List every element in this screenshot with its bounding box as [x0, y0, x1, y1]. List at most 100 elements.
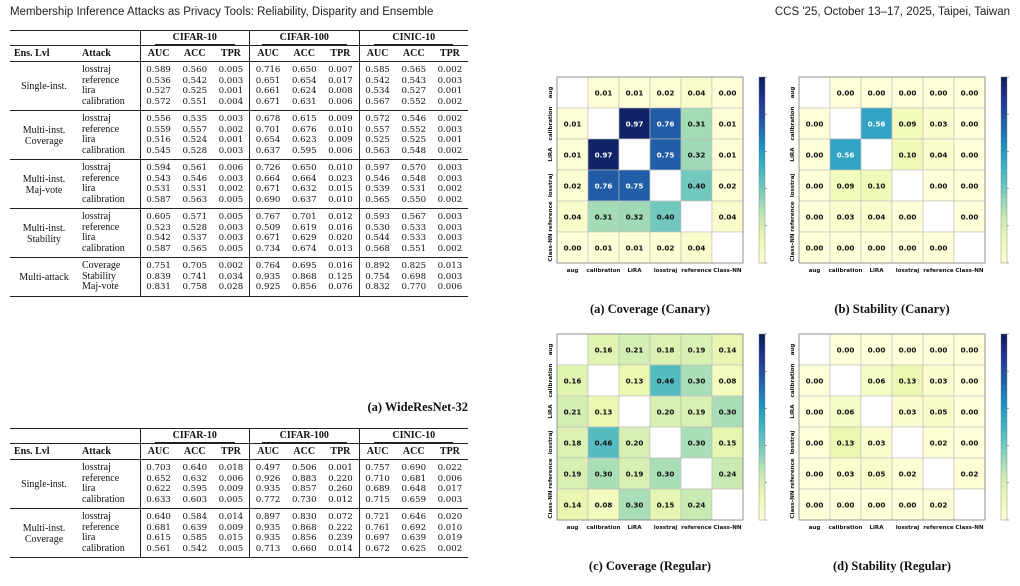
colorbar-segment — [1001, 188, 1007, 194]
heatmap-cell — [680, 333, 713, 366]
heatmap-cell-label: 0.46 — [657, 377, 675, 386]
metric-value: 0.546 — [401, 114, 427, 124]
metric-value: 0.681 — [401, 473, 427, 484]
colorbar-segment — [759, 244, 765, 250]
metric-value: 0.006 — [437, 473, 463, 484]
table-row: calibration 0.587 0.563 0.005 0.690 0.637 0.01… — [10, 194, 468, 209]
metric-value: 0.570 — [401, 163, 427, 173]
colorbar-segment — [759, 408, 765, 414]
colorbar-segment — [759, 239, 765, 245]
heatmap-row-label: LiRA — [548, 147, 554, 162]
colorbar-segment — [1001, 90, 1007, 97]
metric-value: 0.671 — [255, 233, 281, 243]
metric-value: 0.659 — [395, 494, 432, 509]
colorbar-segment — [759, 128, 765, 134]
colorbar-segment — [1001, 464, 1007, 470]
heatmap-cell — [618, 200, 651, 233]
colorbar-segment — [1001, 352, 1007, 358]
metric-value: 0.637 — [286, 194, 323, 209]
table-row: lira 0.527 0.525 0.001 0.661 0.624 0.008 0.534 0… — [10, 85, 468, 97]
heatmap-cell-label: 0.19 — [688, 346, 706, 355]
heatmap-cell-label: 0.14 — [564, 501, 582, 510]
column-header: AUC — [140, 443, 177, 460]
heatmap-col-label: calibration — [587, 525, 621, 531]
heatmap-cell-label: 0.00 — [564, 244, 582, 253]
heatmap-cell-label: 0.10 — [899, 151, 917, 160]
column-header: AUC — [249, 45, 287, 62]
metric-value: 0.003 — [212, 222, 250, 233]
table-row: Multi-attack Coverage 0.751 0.705 0.002 0.764… — [10, 257, 468, 297]
colorbar-frame — [1000, 76, 1008, 264]
metric-value: 0.633 — [140, 494, 177, 509]
ensemble-level-label: Multi-inst. Maj-vote — [10, 159, 78, 209]
metric-value: 0.671 — [255, 184, 281, 194]
metric-value: 0.014 — [212, 508, 250, 523]
metric-value: 0.527 — [401, 86, 427, 96]
metric-value: 0.542 — [176, 543, 213, 558]
heatmap-coverage-canary: 0.01 0.01 0.02 0.04 0.00 0.01 0.97 0.76 0.31 0.01… — [548, 76, 767, 274]
heatmap-cell-empty — [618, 395, 651, 428]
colorbar-segment — [759, 403, 765, 409]
dataset-header: CIFAR-100 — [249, 428, 360, 444]
metric-value: 0.715 — [359, 494, 396, 509]
metric-value: 0.536 — [146, 75, 171, 86]
metric-value: 0.572 — [365, 114, 390, 124]
heatmap-cell-label: 0.00 — [719, 89, 737, 98]
metric-value: 0.726 — [255, 163, 281, 173]
metric-value: 0.546 — [365, 173, 390, 184]
heatmap-cell-label: 0.30 — [688, 377, 706, 386]
heatmap-cell-label: 0.00 — [837, 346, 855, 355]
colorbar-segment — [759, 427, 765, 433]
metric-value: 0.935 — [255, 533, 281, 543]
ensemble-level-line: Coverage — [24, 533, 64, 545]
metric-value: 0.076 — [322, 282, 360, 297]
heatmap-row-label: Class-NN — [790, 490, 796, 518]
heatmap-col-label: Class-NN — [955, 268, 983, 274]
metric-value: 0.832 — [359, 282, 396, 297]
heatmap-cell — [891, 333, 924, 366]
heatmap-cell — [618, 333, 651, 366]
heatmap-stability-regular: 0.00 0.00 0.00 0.00 0.00 0.00 0.06 0.13 0.03 0.00… — [790, 333, 1009, 531]
colorbar-segment — [1001, 380, 1007, 386]
colorbar-segment — [759, 399, 765, 405]
heatmap-col-label: Class-NN — [713, 268, 741, 274]
heatmap-cell-label: 0.00 — [899, 213, 917, 222]
metric-value: 0.660 — [286, 543, 323, 558]
colorbar-segment — [1001, 357, 1007, 363]
heatmap-cell — [829, 457, 862, 490]
metric-value: 0.022 — [437, 463, 463, 473]
metric-value: 0.651 — [255, 75, 281, 86]
metric-value: 0.892 — [365, 261, 390, 271]
heatmap-frame — [798, 76, 986, 264]
metric-value: 0.561 — [140, 543, 177, 558]
heatmap-cell-label: 0.00 — [899, 501, 917, 510]
heatmap-cell-label: 0.03 — [868, 439, 886, 448]
metric-value: 0.239 — [322, 533, 360, 544]
table-row: reference 0.543 0.546 0.003 0.664 0.664 0.023 0… — [10, 173, 468, 184]
colorbar-segment — [1001, 403, 1007, 409]
heatmap-cell — [556, 107, 589, 140]
colorbar-segment — [759, 338, 765, 344]
metric-value: 0.674 — [286, 243, 323, 258]
colorbar-segment — [759, 357, 765, 363]
metric-value: 0.695 — [291, 261, 317, 271]
metric-value: 0.533 — [401, 222, 427, 233]
attack-name: lira — [78, 483, 141, 495]
metric-value: 0.002 — [431, 543, 468, 558]
table-row: lira 0.531 0.531 0.002 0.671 0.632 0.015 0.539 0… — [10, 183, 468, 195]
colorbar-segment — [1001, 230, 1007, 236]
metric-value: 0.531 — [146, 184, 171, 194]
heatmap-cell — [556, 169, 589, 202]
heatmap-cell-label: 0.00 — [930, 346, 948, 355]
heatmap-col-label: Class-NN — [713, 525, 741, 531]
heatmap-cell-label: 0.00 — [806, 439, 824, 448]
heatmap-cell-label: 0.01 — [626, 89, 644, 98]
colorbar-segment — [1001, 77, 1007, 83]
heatmap-cell-empty — [860, 395, 893, 428]
colorbar-segment — [1001, 156, 1007, 162]
metric-value: 0.020 — [437, 512, 463, 522]
heatmap-row-label: Class-NN — [790, 233, 796, 261]
heatmap-cell-label: 0.08 — [595, 501, 613, 510]
heatmap-row-label: reference — [548, 458, 554, 489]
colorbar-segment — [1001, 492, 1007, 498]
